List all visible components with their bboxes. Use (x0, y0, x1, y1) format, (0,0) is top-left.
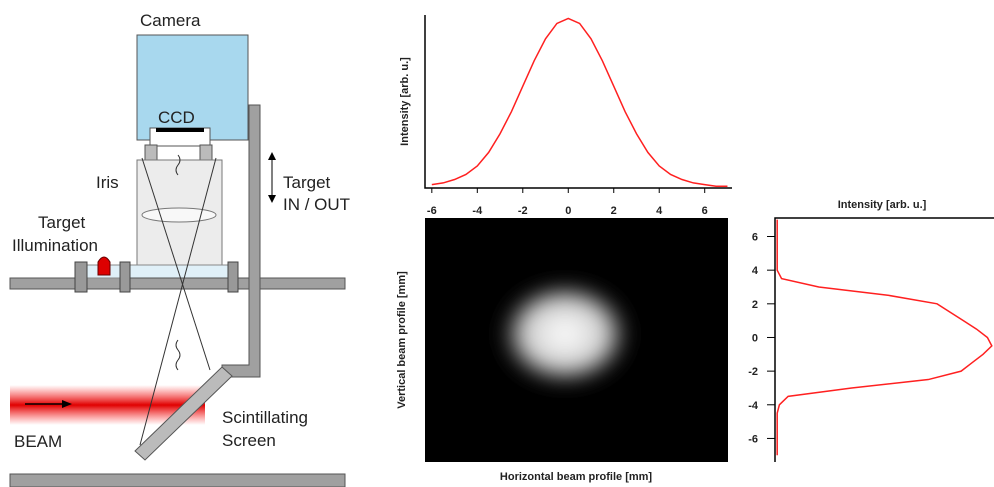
charts: -6 -4 -2 0 2 4 6 Intensity [arb. u.] Horizontal … (396, 15, 994, 483)
y-tick-label: -4 (748, 400, 759, 412)
label: Illumination (12, 236, 98, 255)
beam-arrow-head (62, 400, 72, 408)
x-tick-label: 2 (611, 205, 617, 217)
y-axis-label: Intensity [arb. u.] (399, 57, 411, 146)
beam-spot (495, 278, 635, 390)
ray (139, 157, 217, 446)
camera-body (136, 34, 249, 141)
ray (141, 157, 211, 371)
mount (144, 144, 158, 161)
label: IN / OUT (283, 195, 350, 214)
x-axis-label: Intensity [arb. u.] (838, 199, 927, 211)
y-tick-label: 6 (752, 232, 758, 244)
x-tick-label: -6 (427, 205, 437, 217)
label: BEAM (14, 432, 62, 451)
ccd-chip (156, 128, 204, 132)
y-tick-label: 4 (752, 265, 759, 277)
clamp (227, 261, 239, 293)
mount (199, 144, 213, 161)
x-tick-label: 6 (702, 205, 708, 217)
target-frame (221, 104, 261, 378)
axes (424, 15, 732, 189)
label: CCD (158, 108, 195, 127)
clamp (74, 261, 88, 293)
rail (9, 277, 346, 290)
y-axis-label: Vertical beam profile [mm] (396, 271, 408, 409)
axes (774, 217, 994, 462)
y-tick-label: 2 (752, 299, 758, 311)
diagram: Camera CCD Iris Target IN / OUT Target I… (9, 11, 350, 487)
label: Scintillating (222, 408, 308, 427)
y-tick-label: -2 (748, 366, 758, 378)
x-axis-label: Horizontal beam profile [mm] (500, 471, 653, 483)
x-tick-label: 4 (656, 205, 663, 217)
label: Screen (222, 431, 276, 450)
x-tick-label: -4 (472, 205, 483, 217)
lens (141, 207, 217, 223)
x-tick-label: 0 (565, 205, 571, 217)
y-tick-label: 0 (752, 332, 758, 344)
label: Iris (96, 173, 119, 192)
illuminator (97, 256, 111, 276)
clamp (119, 261, 131, 293)
wave (175, 339, 181, 371)
label: Target (283, 173, 331, 192)
label: Camera (140, 11, 201, 30)
label: Target (38, 213, 86, 232)
x-tick-label: -2 (518, 205, 528, 217)
y-tick-label: -6 (748, 433, 758, 445)
profile-line (776, 219, 993, 456)
profile-line (431, 17, 728, 188)
screen (134, 366, 233, 461)
wave (175, 154, 181, 176)
floor-rail (9, 473, 346, 487)
